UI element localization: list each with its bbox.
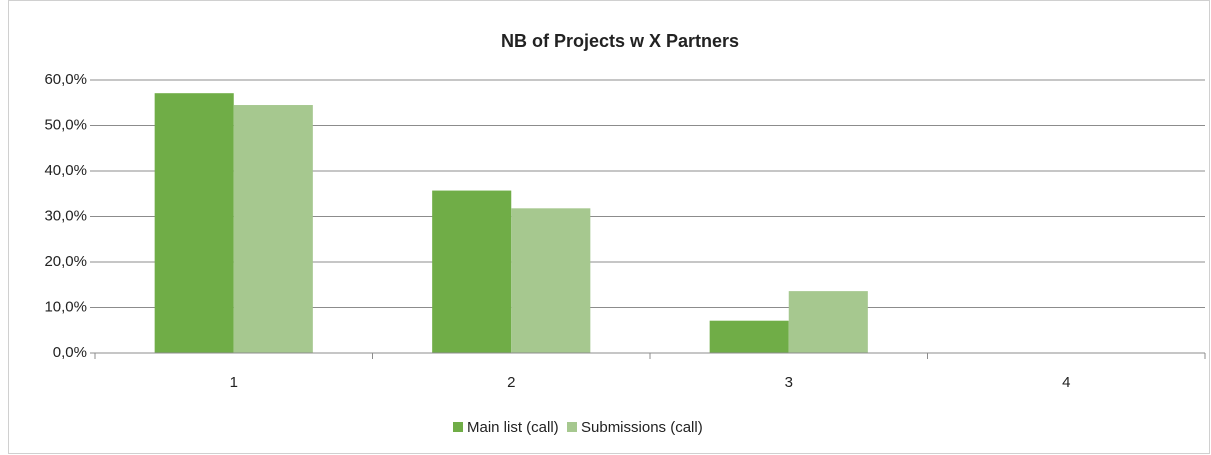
bar: [511, 208, 591, 353]
y-tick-label: 10,0%: [44, 298, 87, 315]
y-tick-label: 30,0%: [44, 207, 87, 224]
legend-swatch: [567, 422, 577, 432]
x-tick-label: 4: [1062, 374, 1070, 391]
chart-title: NB of Projects w X Partners: [501, 31, 739, 51]
y-tick-label: 20,0%: [44, 253, 87, 270]
legend-label: Main list (call): [467, 419, 559, 436]
bar: [432, 190, 512, 353]
y-tick-label: 50,0%: [44, 116, 87, 133]
bar: [788, 291, 868, 353]
bar: [154, 93, 234, 353]
x-tick-label: 2: [507, 374, 515, 391]
y-tick-label: 40,0%: [44, 162, 87, 179]
x-tick-label: 1: [230, 374, 238, 391]
x-tick-label: 3: [785, 374, 793, 391]
legend-label: Submissions (call): [581, 419, 703, 436]
bar: [709, 320, 789, 353]
y-tick-label: 60,0%: [44, 71, 87, 88]
legend-swatch: [453, 422, 463, 432]
y-tick-label: 0,0%: [53, 344, 87, 361]
bar: [233, 105, 313, 354]
